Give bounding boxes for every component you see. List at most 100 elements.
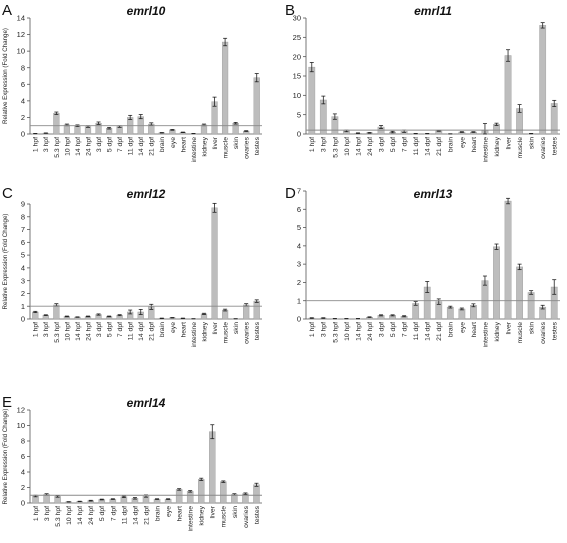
y-tick-label: 4	[21, 468, 25, 477]
bar	[186, 491, 194, 504]
x-tick-label: 3 dpf	[378, 137, 385, 152]
x-tick-label: 24 hpf	[367, 322, 374, 341]
y-tick-label: 15	[293, 72, 301, 81]
x-tick-label: 21 dpf	[149, 137, 156, 156]
x-tick-label: 24 hpf	[367, 137, 374, 156]
y-tick-label: 6	[21, 452, 25, 461]
y-tick-label: 0	[21, 499, 25, 508]
x-tick-label: 3 hpf	[43, 322, 50, 337]
x-tick-label: testes	[552, 136, 559, 155]
x-tick-label: 10 hpf	[64, 322, 71, 341]
x-tick-label: skin	[529, 137, 536, 149]
y-tick-label: 2	[21, 113, 25, 122]
bar	[63, 124, 71, 135]
x-tick-label: muscle	[222, 137, 229, 159]
x-tick-label: 5 dpf	[106, 322, 113, 337]
y-tick-label: 20	[293, 52, 301, 61]
x-tick-label: 1 hpf	[33, 506, 40, 521]
y-tick-label: 5	[297, 223, 301, 232]
x-tick-label: brain	[448, 322, 455, 337]
x-tick-label: testes	[254, 321, 261, 340]
x-tick-label: 14 dpf	[425, 322, 432, 341]
x-tick-label: eye	[165, 506, 172, 517]
panel-title: emrl14	[127, 396, 166, 410]
bar	[470, 305, 477, 320]
bar	[550, 103, 558, 135]
x-tick-label: 7 dpf	[117, 137, 124, 152]
x-tick-label: 14 dpf	[138, 137, 145, 156]
x-tick-label: 14 dpf	[132, 506, 139, 525]
x-tick-label: ovaries	[540, 136, 547, 159]
x-tick-label: muscle	[222, 322, 229, 344]
panel-letter: D	[285, 185, 296, 202]
panel-letter: B	[285, 2, 295, 19]
bar	[516, 266, 523, 320]
x-tick-label: 14 hpf	[77, 506, 84, 525]
x-tick-label: 3 hpf	[43, 137, 50, 152]
x-tick-label: 21 dpf	[149, 322, 156, 341]
x-tick-label: 14 hpf	[75, 322, 82, 341]
x-tick-label: 10 hpf	[344, 322, 351, 341]
x-tick-label: 7 dpf	[110, 506, 117, 521]
x-tick-label: kidney	[494, 136, 501, 156]
x-tick-label: 11 dpf	[128, 137, 135, 156]
x-tick-label: brain	[448, 137, 455, 152]
x-tick-label: 14 hpf	[75, 137, 82, 156]
x-tick-label: 1 hpf	[33, 322, 40, 337]
y-tick-label: 0	[297, 130, 301, 139]
y-tick-label: 12	[17, 30, 25, 39]
x-tick-label: eye	[459, 322, 466, 333]
x-tick-label: 1 hpf	[309, 322, 316, 337]
x-tick-label: 5.3 hpf	[55, 506, 62, 527]
x-tick-label: kidney	[201, 321, 208, 341]
y-tick-label: 0	[21, 130, 25, 139]
y-tick-label: 3	[21, 276, 25, 285]
panel-title: emrl11	[414, 4, 452, 18]
y-axis-label: Relative Expression (Fold Change)	[2, 409, 9, 505]
bar	[220, 481, 227, 504]
x-tick-label: 14 dpf	[138, 322, 145, 341]
x-tick-label: intestine	[191, 322, 198, 348]
x-tick-label: 7 dpf	[402, 322, 409, 337]
bar	[319, 99, 327, 135]
bar	[53, 304, 60, 320]
bar	[308, 66, 316, 135]
x-tick-label: 24 hpf	[85, 322, 92, 341]
bar	[253, 300, 260, 320]
x-tick-label: 5.3 hpf	[332, 137, 339, 158]
x-tick-label: 21 dpf	[436, 322, 443, 341]
y-tick-label: 2	[21, 483, 25, 492]
y-tick-label: 0	[297, 315, 301, 324]
x-tick-label: brain	[159, 137, 166, 152]
x-tick-label: heart	[180, 322, 187, 338]
y-tick-label: 6	[21, 238, 25, 247]
bar	[209, 431, 216, 504]
x-tick-label: intestine	[191, 137, 198, 163]
y-tick-label: 4	[21, 263, 25, 272]
bar	[221, 41, 229, 135]
x-tick-label: eye	[459, 137, 466, 148]
panel-title: emrl12	[127, 187, 166, 201]
y-axis-label: Relative Expression (Fold Change)	[2, 28, 9, 124]
x-tick-label: 3 dpf	[96, 137, 103, 152]
x-tick-label: ovaries	[540, 321, 547, 344]
bar	[211, 207, 218, 320]
x-tick-label: 1 hpf	[309, 137, 316, 152]
x-tick-label: ovaries	[244, 321, 251, 344]
x-tick-label: brain	[154, 506, 161, 521]
x-tick-label: eye	[170, 137, 177, 148]
panel-letter: A	[2, 2, 12, 19]
x-tick-label: testes	[254, 505, 261, 524]
bar	[481, 280, 489, 320]
y-tick-label: 1	[297, 296, 301, 305]
x-tick-label: 11 dpf	[413, 137, 420, 156]
x-tick-label: 3 hpf	[44, 506, 51, 521]
x-tick-label: 14 hpf	[355, 137, 362, 156]
y-tick-label: 4	[21, 96, 25, 105]
y-tick-label: 0	[21, 315, 25, 324]
bar	[253, 484, 260, 504]
y-tick-label: 25	[293, 33, 301, 42]
x-tick-label: 10 hpf	[344, 137, 351, 156]
y-axis-label: Relative Expression (Fold Change)	[2, 214, 9, 310]
y-tick-label: 6	[297, 205, 301, 214]
